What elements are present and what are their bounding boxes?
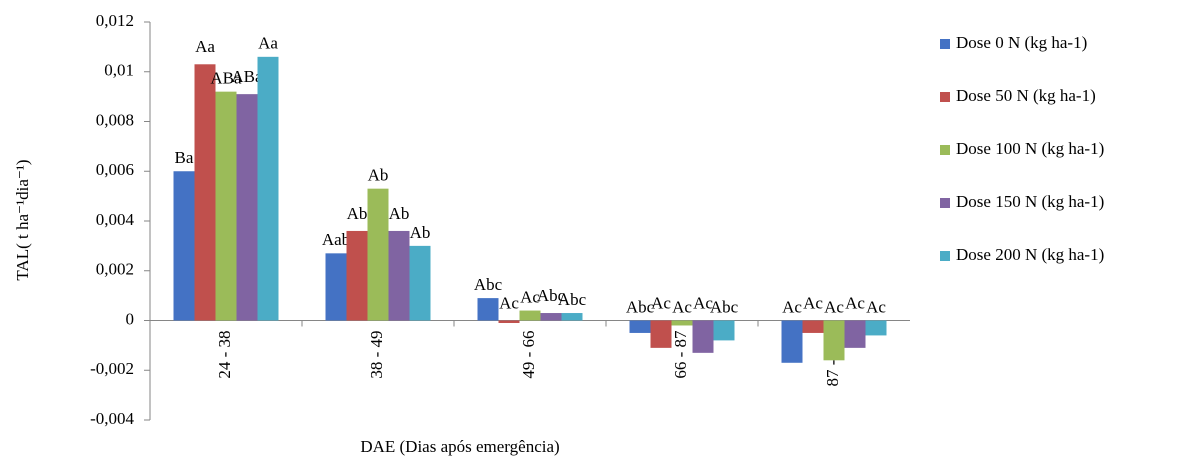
bar (561, 313, 583, 321)
bar-letter: Ac (824, 297, 844, 316)
bar-letter: Ab (368, 166, 389, 185)
bar (844, 320, 866, 348)
bar-letter: Ac (499, 293, 519, 312)
bar-letter: Abc (537, 286, 566, 305)
bar (498, 320, 520, 323)
bar-letter: Abc (626, 297, 655, 316)
bar (650, 320, 672, 348)
bar (713, 320, 735, 341)
bar-letter: Ab (389, 204, 410, 223)
bar-letter: ABa (231, 67, 263, 86)
bar (802, 320, 824, 333)
bar-letter: Ac (693, 293, 713, 312)
bar-letter: Abc (474, 275, 503, 294)
bar-letter: Ab (410, 223, 431, 242)
legend-swatch (940, 251, 950, 261)
legend-swatch (940, 39, 950, 49)
legend-label: Dose 200 N (kg ha-1) (956, 245, 1104, 264)
legend-swatch (940, 92, 950, 102)
bar (519, 310, 541, 321)
legend-label: Dose 150 N (kg ha-1) (956, 192, 1104, 211)
y-tick-label: 0,01 (104, 61, 134, 80)
bar-letter: Ac (651, 293, 671, 312)
bar (823, 320, 845, 361)
y-tick-label: 0,012 (96, 11, 134, 30)
bar (367, 188, 389, 321)
bar (215, 91, 237, 321)
legend-label: Dose 50 N (kg ha-1) (956, 86, 1096, 105)
x-tick-label: 24 - 38 (215, 331, 234, 379)
x-tick-label: 38 - 49 (367, 331, 386, 379)
bar-letter: Ba (175, 148, 194, 167)
y-tick-label: 0,004 (96, 210, 135, 229)
bar (257, 56, 279, 321)
bar-letter: Aab (322, 230, 350, 249)
bar-letter: Ac (520, 287, 540, 306)
bar-letter: Abc (558, 290, 587, 309)
y-tick-label: -0,002 (90, 359, 134, 378)
bar-letter: Ac (866, 297, 886, 316)
bar (671, 320, 693, 326)
y-tick-label: 0 (126, 309, 135, 328)
bar (477, 298, 499, 321)
bar (781, 320, 803, 363)
legend-swatch (940, 145, 950, 155)
bar-letter: Ac (672, 297, 692, 316)
bar-letter: Aa (195, 37, 215, 56)
x-tick-label: 49 - 66 (519, 331, 538, 379)
x-tick-label: 66 - 87 (671, 330, 690, 379)
bar (865, 320, 887, 336)
y-tick-label: 0,002 (96, 260, 134, 279)
y-tick-label: -0,004 (90, 409, 134, 428)
bar-letter: Abc (710, 297, 739, 316)
bar (194, 64, 216, 321)
bar (540, 313, 562, 321)
bar (236, 94, 258, 321)
bar-letter: Ab (347, 204, 368, 223)
x-axis-title: DAE (Dias após emergência) (360, 437, 559, 456)
bar (692, 320, 714, 353)
legend-label: Dose 0 N (kg ha-1) (956, 33, 1087, 52)
bar (629, 320, 651, 333)
legend-swatch (940, 198, 950, 208)
y-axis-title: TAL( t ha⁻¹dia⁻¹) (13, 159, 32, 280)
bar (388, 230, 410, 321)
bar-letter: Aa (258, 34, 278, 53)
bar-letter: Ac (782, 297, 802, 316)
bar-letter: ABa (210, 69, 242, 88)
bar (173, 171, 195, 321)
bar-letter: Ac (803, 293, 823, 312)
bar-letter: Ac (845, 293, 865, 312)
bar (325, 253, 347, 321)
bar (409, 245, 431, 321)
y-tick-label: 0,006 (96, 160, 134, 179)
bar (346, 230, 368, 321)
legend-label: Dose 100 N (kg ha-1) (956, 139, 1104, 158)
y-tick-label: 0,008 (96, 110, 134, 129)
